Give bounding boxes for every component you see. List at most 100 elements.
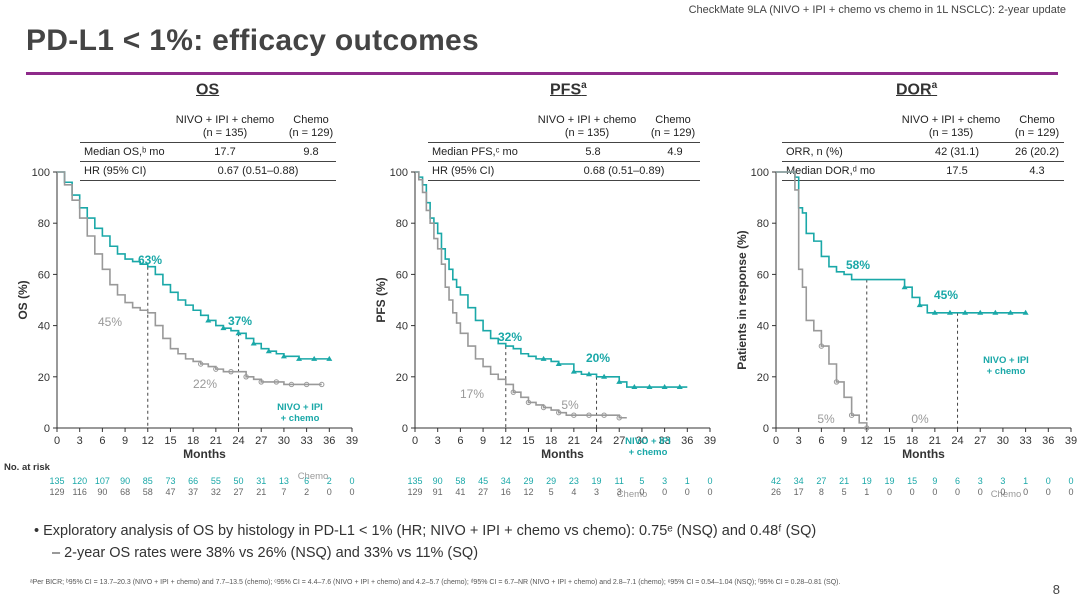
dor-chemo-censor (864, 425, 870, 431)
pfs-annotation-nivo: 20% (586, 351, 610, 365)
os-chemo-censor (213, 366, 219, 372)
os-risk-nivo: 2 (327, 476, 332, 486)
os-xtick-label: 33 (300, 435, 312, 447)
dor-nivo-censor (931, 309, 938, 315)
dor-risk-chemo: 8 (819, 487, 824, 497)
os-risk-chemo: 90 (97, 487, 107, 497)
dor-xtick-label: 30 (997, 435, 1009, 447)
pfs-risk-nivo: 90 (433, 476, 443, 486)
os-nivo-censor (280, 353, 287, 359)
dor-risk-chemo: 0 (1046, 487, 1051, 497)
pfs-xtick-label: 6 (457, 435, 463, 447)
pfs-nivo-censor (555, 361, 562, 366)
os-chemo-curve (57, 171, 322, 386)
os-nivo-label: NIVO + IPI (277, 402, 323, 413)
pfs-title: PFSa (550, 80, 587, 99)
pfs-risk-chemo: 0 (639, 487, 644, 497)
dor-ytick-label: 60 (757, 269, 769, 281)
page-title: PD-L1 < 1%: efficacy outcomes (26, 24, 480, 57)
pfs-nivo-censor (540, 355, 547, 361)
dor-nivo-curve (776, 171, 1026, 314)
os-nivo-censor (220, 325, 227, 331)
os-chemo-censor (198, 361, 204, 367)
os-xtick-label: 0 (54, 435, 60, 447)
os-nivo-label: + chemo (281, 413, 320, 424)
pfs-chemo-censor (510, 389, 517, 395)
pfs-chemo-censor (556, 409, 562, 416)
os-risk-chemo: 27 (234, 487, 244, 497)
dor-xtick-label: 27 (974, 435, 986, 447)
os-risk-chemo: 116 (73, 487, 87, 497)
os-risk-nivo: 66 (188, 476, 198, 486)
dor-risk-nivo: 1 (1023, 476, 1028, 486)
os-risk-chemo: 129 (49, 487, 64, 497)
dor-chemo-censor (818, 343, 825, 349)
dor-nivo-label: NIVO + IPI (983, 355, 1029, 366)
dor-nivo-censor (946, 309, 953, 315)
os-risk-nivo: 120 (72, 476, 87, 486)
os-risk-chemo: 2 (304, 487, 309, 497)
pfs-risk-chemo: 91 (433, 487, 443, 497)
study-reference: CheckMate 9LA (NIVO + IPI + chemo vs che… (688, 4, 1066, 16)
os-annotation-nivo: 63% (138, 253, 162, 267)
os-nivo-censor (205, 317, 212, 323)
os-risk-nivo: 0 (349, 476, 354, 486)
os-risk-chemo: 0 (327, 487, 332, 497)
os-risk-nivo: 73 (165, 476, 175, 486)
os-chemo-censor (243, 374, 249, 380)
dor-xtick-label: 33 (1019, 435, 1031, 447)
os-xtick-label: 18 (187, 435, 199, 447)
dor-median-row: Median DOR,ᵈ mo 17.5 4.3 (782, 161, 1064, 180)
dor-nivo-censor (901, 284, 908, 290)
dor-risk-chemo: 0 (1068, 487, 1073, 497)
pfs-xtick-label: 36 (681, 435, 693, 447)
dor-col1-header: NIVO + IPI + chemo (n = 135) (901, 114, 1001, 139)
pfs-risk-nivo: 34 (501, 476, 511, 486)
os-risk-nivo: 135 (49, 476, 64, 486)
dor-ytick-label: 20 (757, 372, 769, 384)
os-risk-chemo: 68 (120, 487, 130, 497)
pfs-xtick-label: 18 (545, 435, 557, 447)
os-xtick-label: 39 (346, 435, 358, 447)
os-xtick-label: 30 (278, 435, 290, 447)
os-chemo-censor (288, 381, 295, 388)
dor-risk-nivo: 19 (884, 476, 894, 486)
os-annotation-nivo: 37% (228, 314, 252, 328)
dor-xtick-label: 6 (818, 435, 824, 447)
pfs-nivo-censor (601, 373, 608, 379)
dor-risk-nivo: 3 (978, 476, 983, 486)
pfs-risk-nivo: 45 (478, 476, 488, 486)
dor-risk-nivo: 19 (862, 476, 872, 486)
dor-summary-table: ORR, n (%) 42 (31.1) 26 (20.2) Median DO… (782, 142, 1064, 181)
pfs-risk-nivo: 3 (662, 476, 667, 486)
pfs-risk-chemo: 12 (523, 487, 533, 497)
os-xtick-label: 15 (164, 435, 176, 447)
pfs-nivo-censor (616, 378, 623, 384)
os-nivo-censor (235, 330, 242, 336)
os-risk-nivo: 55 (211, 476, 221, 486)
histology-bullet: • Exploratory analysis of OS by histolog… (34, 523, 817, 539)
os-col1-header: NIVO + IPI + chemo (n = 135) (175, 114, 275, 139)
dor-chemo-curve (776, 171, 868, 428)
dor-annotation-chemo: 5% (817, 412, 835, 426)
pfs-risk-nivo: 29 (546, 476, 556, 486)
dor-xtick-label: 9 (841, 435, 847, 447)
os-risk-nivo: 6 (304, 476, 309, 486)
os-nivo-censor (311, 355, 318, 361)
dor-ytick-label: 0 (763, 423, 769, 435)
pfs-ytick-label: 100 (390, 167, 408, 179)
dor-risk-chemo: 5 (842, 487, 847, 497)
pfs-chemo-curve (415, 171, 627, 419)
os-xtick-label: 36 (323, 435, 335, 447)
os-ytick-label: 100 (32, 167, 50, 179)
pfs-nivo-censor (570, 368, 577, 374)
pfs-ylabel: PFS (%) (374, 277, 388, 322)
title-divider (26, 72, 1058, 75)
dor-risk-chemo: 17 (794, 487, 804, 497)
pfs-risk-nivo: 58 (455, 476, 465, 486)
pfs-risk-chemo: 16 (501, 487, 511, 497)
pfs-chemo-censor (525, 399, 532, 406)
pfs-risk-chemo: 0 (662, 487, 667, 497)
pfs-chemo-censor (571, 412, 577, 418)
